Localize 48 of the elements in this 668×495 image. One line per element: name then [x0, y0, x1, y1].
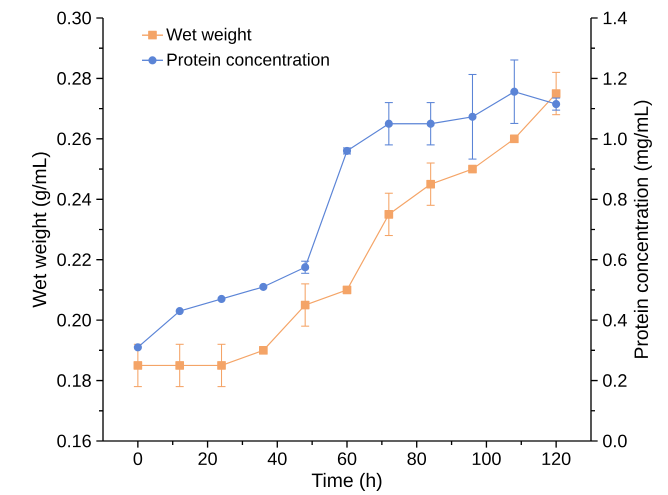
- point: [384, 210, 394, 219]
- point: [175, 361, 184, 370]
- point: [384, 120, 393, 128]
- y2-tick-label: 1.0: [604, 132, 627, 146]
- y2-tick-label: 1.2: [604, 72, 627, 85]
- point: [552, 89, 560, 98]
- y2-tick-label: 0.6: [603, 253, 627, 266]
- y2-tick-label: 0.0: [603, 434, 627, 448]
- y-tick-label: 0.26: [57, 132, 91, 146]
- y2-tick-label: 0.2: [603, 374, 627, 387]
- y-tick-label: 0.22: [57, 253, 91, 266]
- x-tick-label: 100: [472, 452, 501, 466]
- y-tick-label: 0.16: [57, 434, 91, 448]
- point: [176, 307, 184, 316]
- x-tick-label: 20: [198, 452, 217, 466]
- point: [259, 282, 268, 291]
- y2-tick-label: 0.4: [603, 314, 627, 326]
- point: [134, 361, 142, 370]
- point: [426, 120, 435, 128]
- point: [510, 88, 518, 96]
- x-tick-label: 80: [407, 452, 426, 466]
- y-tick-label: 0.20: [57, 314, 91, 326]
- x-tick-label: 120: [542, 452, 570, 466]
- y-tick-label: 0.24: [57, 192, 92, 206]
- y-tick-label: 0.28: [57, 72, 91, 85]
- point: [301, 263, 310, 272]
- y-tick-label: 0.18: [57, 374, 91, 387]
- x-tick-label: 60: [338, 452, 356, 466]
- y2-tick-label: 1.4: [604, 12, 627, 24]
- y2-tick-label: 0.8: [603, 192, 627, 206]
- point: [217, 361, 226, 370]
- point: [134, 343, 142, 352]
- point: [342, 286, 352, 294]
- y2-axis-title: Protein concentration (mg/mL): [634, 100, 652, 358]
- y-axis-title: Wet weight (g/mL): [32, 152, 50, 308]
- point: [468, 164, 477, 174]
- point: [510, 134, 519, 144]
- point: [468, 112, 477, 121]
- x-tick-label: 40: [268, 452, 287, 466]
- point: [217, 294, 226, 304]
- legend-label: Wet weight: [166, 28, 252, 44]
- y-tick-label: 0.30: [57, 12, 91, 24]
- point: [300, 300, 310, 310]
- point: [426, 180, 435, 188]
- x-axis-title: Time (h): [312, 472, 382, 491]
- legend-label: Protein concentration: [168, 53, 329, 66]
- x-tick-label: 0: [134, 452, 142, 466]
- point: [259, 346, 268, 355]
